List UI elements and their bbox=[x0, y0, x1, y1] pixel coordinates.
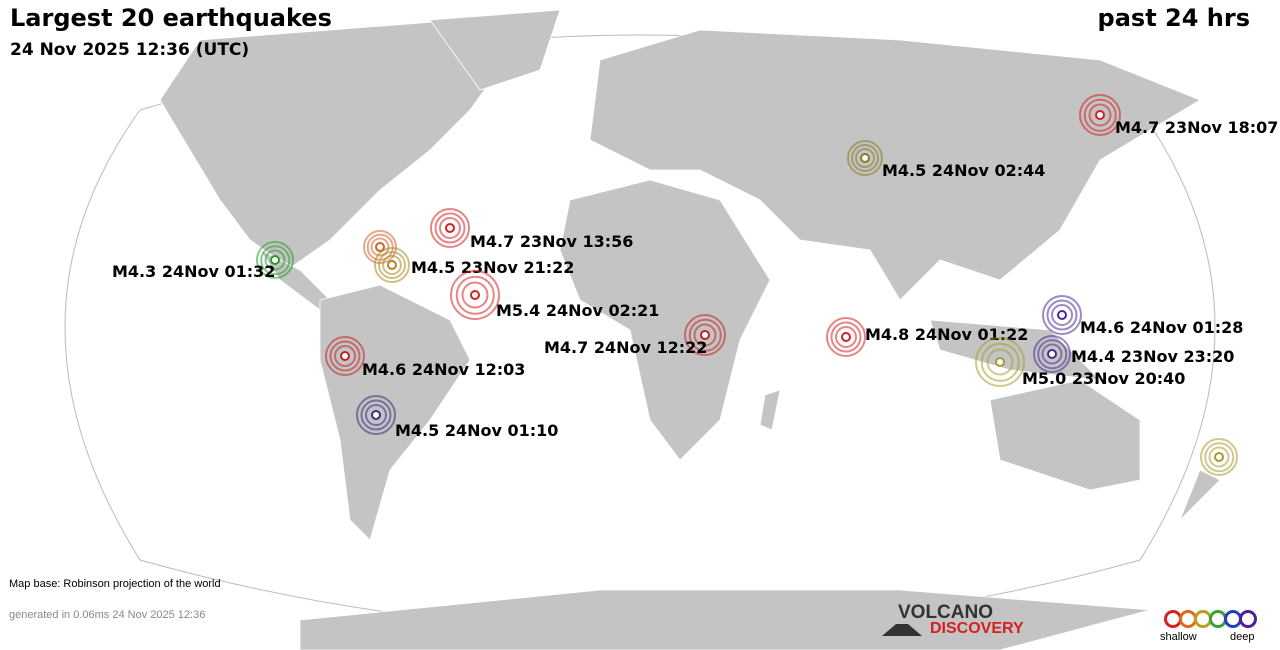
marker-ring bbox=[325, 336, 365, 376]
marker-ring bbox=[430, 208, 470, 248]
marker-ring bbox=[260, 245, 290, 275]
madagascar bbox=[759, 389, 781, 431]
marker-ring bbox=[688, 318, 722, 352]
page-title: Largest 20 earthquakes bbox=[10, 4, 332, 32]
earthquake-label[interactable]: M4.5 24Nov 02:44 bbox=[882, 161, 1046, 180]
greenland bbox=[429, 9, 561, 91]
marker-core bbox=[371, 410, 381, 420]
marker-ring bbox=[975, 337, 1025, 387]
marker-core bbox=[340, 351, 350, 361]
marker-ring bbox=[1051, 304, 1073, 326]
marker-core bbox=[860, 153, 870, 163]
legend-depth-ring bbox=[1239, 610, 1257, 628]
volcano-icon bbox=[882, 624, 922, 636]
earthquake-label[interactable]: M4.3 24Nov 01:32 bbox=[112, 262, 276, 281]
marker-ring bbox=[835, 326, 857, 348]
earthquake-label[interactable]: M4.5 24Nov 01:10 bbox=[395, 421, 559, 440]
marker-ring bbox=[980, 342, 1020, 382]
earthquake-label[interactable]: M5.4 24Nov 02:21 bbox=[496, 301, 660, 320]
marker-ring bbox=[1041, 343, 1063, 365]
marker-ring bbox=[1208, 446, 1230, 468]
marker-ring bbox=[1033, 335, 1071, 373]
marker-ring bbox=[830, 321, 862, 353]
earthquake-label[interactable]: M4.7 23Nov 18:07 bbox=[1115, 118, 1279, 137]
earthquake-label[interactable]: M5.0 23Nov 20:40 bbox=[1022, 369, 1186, 388]
marker-core bbox=[841, 332, 851, 342]
marker-core bbox=[270, 255, 280, 265]
marker-core bbox=[1047, 349, 1057, 359]
marker-core bbox=[1214, 452, 1224, 462]
earthquake-label[interactable]: M4.7 24Nov 12:22 bbox=[544, 338, 708, 357]
marker-ring bbox=[847, 140, 883, 176]
marker-ring bbox=[378, 251, 406, 279]
timestamp: 24 Nov 2025 12:36 (UTC) bbox=[10, 40, 250, 60]
marker-ring bbox=[264, 249, 286, 271]
marker-core bbox=[1095, 110, 1105, 120]
period-label: past 24 hrs bbox=[1097, 4, 1250, 32]
marker-ring bbox=[1088, 103, 1112, 127]
logo-text-volcano: VOLCANO bbox=[898, 602, 993, 623]
marker-core bbox=[470, 290, 480, 300]
antarctica bbox=[299, 589, 1151, 650]
marker-ring bbox=[684, 314, 726, 356]
marker-ring bbox=[693, 323, 717, 347]
europe-asia bbox=[589, 29, 1201, 301]
marker-ring bbox=[439, 217, 461, 239]
logo-text-discovery: DISCOVERY bbox=[930, 620, 1024, 637]
marker-ring bbox=[334, 345, 356, 367]
marker-ring bbox=[826, 317, 866, 357]
legend-shallow: shallow bbox=[1160, 631, 1197, 643]
marker-ring bbox=[455, 275, 495, 315]
marker-core bbox=[1057, 310, 1067, 320]
generated-note: generated in 0.06ms 24 Nov 2025 12:36 bbox=[9, 609, 206, 621]
marker-ring bbox=[356, 395, 396, 435]
earthquake-label[interactable]: M4.6 24Nov 01:28 bbox=[1080, 318, 1244, 337]
earthquake-label[interactable]: M4.4 23Nov 23:20 bbox=[1071, 347, 1235, 366]
marker-ring bbox=[855, 148, 875, 168]
marker-core bbox=[387, 260, 397, 270]
africa bbox=[559, 179, 771, 461]
marker-ring bbox=[1042, 295, 1082, 335]
earthquake-label[interactable]: M4.6 24Nov 12:03 bbox=[362, 360, 526, 379]
marker-ring bbox=[329, 340, 361, 372]
marker-ring bbox=[1037, 339, 1067, 369]
marker-ring bbox=[461, 281, 489, 309]
marker-ring bbox=[382, 255, 402, 275]
marker-ring bbox=[450, 270, 500, 320]
marker-ring bbox=[1083, 98, 1117, 132]
map-base-note: Map base: Robinson projection of the wor… bbox=[9, 578, 221, 590]
marker-ring bbox=[1200, 438, 1238, 476]
marker-ring bbox=[1204, 442, 1234, 472]
earthquake-label[interactable]: M4.7 23Nov 13:56 bbox=[470, 232, 634, 251]
marker-core bbox=[700, 330, 710, 340]
marker-core bbox=[995, 357, 1005, 367]
marker-ring bbox=[434, 212, 466, 244]
marker-ring bbox=[986, 348, 1014, 376]
marker-ring bbox=[365, 404, 387, 426]
new-zealand bbox=[1179, 469, 1221, 521]
volcano-discovery-logo[interactable]: VOLCANO DISCOVERY bbox=[882, 602, 1032, 642]
australia bbox=[989, 379, 1141, 491]
marker-ring bbox=[256, 241, 294, 279]
marker-ring bbox=[851, 144, 879, 172]
depth-legend: shallow deep bbox=[1160, 610, 1264, 646]
earthquake-label[interactable]: M4.5 23Nov 21:22 bbox=[411, 258, 575, 277]
marker-core bbox=[445, 223, 455, 233]
marker-ring bbox=[374, 247, 410, 283]
marker-ring bbox=[1079, 94, 1121, 136]
marker-ring bbox=[1046, 299, 1078, 331]
legend-deep: deep bbox=[1230, 631, 1255, 643]
marker-ring bbox=[360, 399, 392, 431]
